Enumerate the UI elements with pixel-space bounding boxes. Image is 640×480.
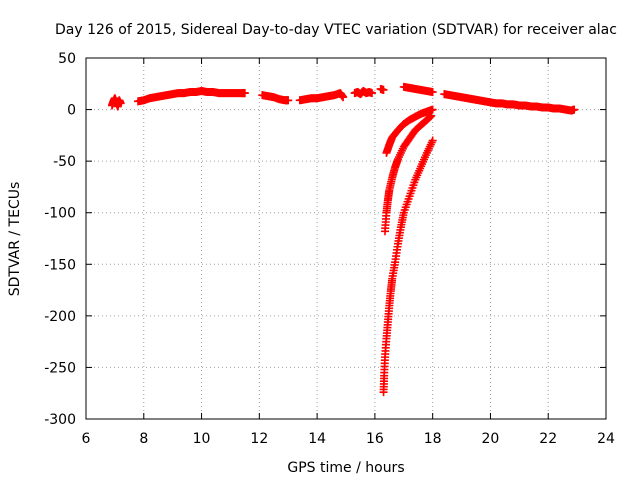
data-point [570,105,579,114]
x-tick-label: 14 [308,431,326,447]
data-point [284,96,293,105]
axis-ticks [85,57,607,420]
y-tick-label: -100 [44,206,76,222]
y-tick-label: -200 [44,309,76,325]
x-tick-label: 20 [482,431,500,447]
data-point [379,85,388,94]
y-tick-label: -300 [44,412,76,428]
y-tick-label: -250 [44,360,76,376]
plot-frame [85,57,607,420]
chart-title: Day 126 of 2015, Sidereal Day-to-day VTE… [55,22,617,38]
series-baseline [108,82,579,115]
y-tick-labels: 50 0 -50 -100 -150 -200 -250 -300 [44,51,76,428]
grid [86,58,606,419]
data-point [428,136,437,145]
x-tick-label: 10 [193,431,211,447]
x-tick-label: 16 [366,431,384,447]
y-axis-label: SDTVAR / TECUs [7,182,23,297]
x-tick-label: 8 [139,431,148,447]
x-tick-label: 6 [82,431,91,447]
data-point [428,88,437,97]
data-point [427,111,436,120]
y-tick-label: 50 [58,51,76,67]
x-tick-label: 24 [597,431,615,447]
series-drop-1 [382,105,437,157]
series-drop-2 [381,111,436,236]
data-points [108,82,579,397]
data-point [339,93,348,102]
x-tick-labels: 6 8 10 12 14 16 18 20 22 24 [82,431,615,447]
x-tick-label: 18 [424,431,442,447]
series-drop-3 [379,136,437,397]
data-point [368,89,376,98]
x-axis-label: GPS time / hours [287,460,404,476]
data-point [240,89,249,98]
y-tick-label: -50 [53,154,76,170]
x-tick-label: 12 [250,431,268,447]
data-point [428,105,437,114]
y-tick-label: -150 [44,257,76,273]
x-tick-label: 22 [539,431,557,447]
data-point [116,99,125,108]
y-tick-label: 0 [67,103,76,119]
